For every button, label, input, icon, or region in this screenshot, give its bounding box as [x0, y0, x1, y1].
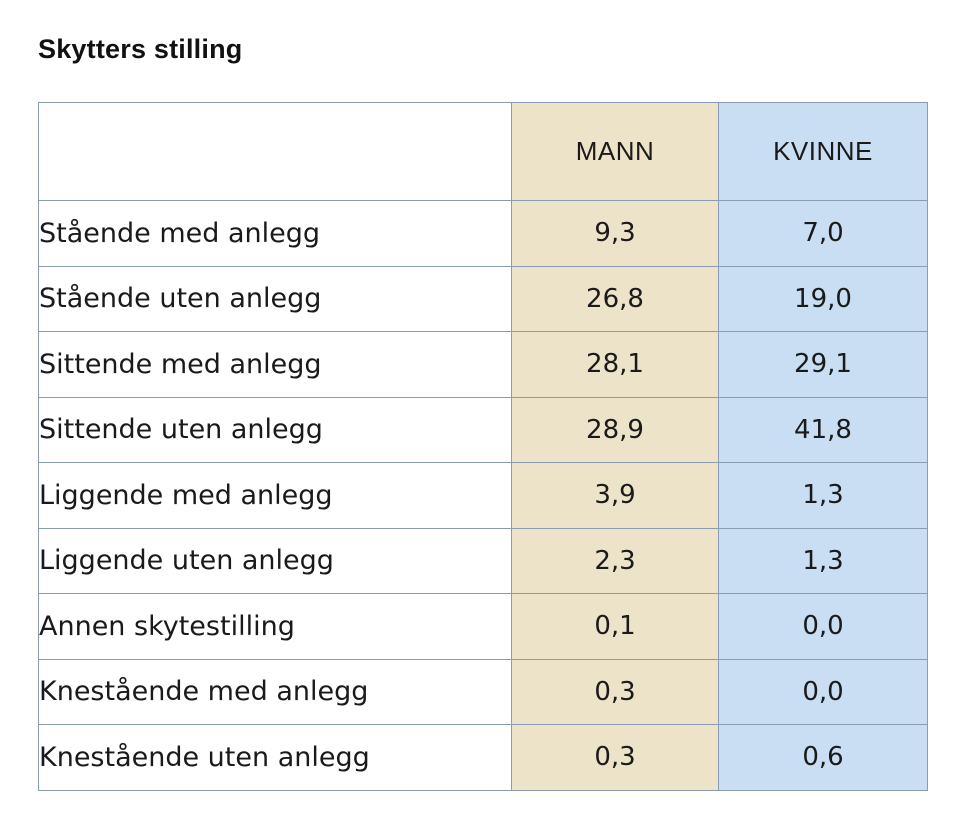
- value-mann: 9,3: [511, 200, 719, 267]
- table-row: Sittende med anlegg 28,1 29,1: [38, 331, 928, 398]
- table-header-row: MANN KVINNE: [38, 102, 928, 201]
- row-label: Sittende uten anlegg: [38, 396, 512, 463]
- value-mann: 28,1: [511, 331, 719, 398]
- table-row: Knestående uten anlegg 0,3 0,6: [38, 724, 928, 791]
- value-mann: 28,9: [511, 396, 719, 463]
- table-row: Stående uten anlegg 26,8 19,0: [38, 265, 928, 332]
- row-label: Sittende med anlegg: [38, 331, 512, 398]
- value-kvinne: 19,0: [718, 265, 928, 332]
- row-label: Stående uten anlegg: [38, 265, 512, 332]
- chart-title: Skytters stilling: [38, 34, 243, 64]
- value-kvinne: 0,0: [718, 593, 928, 660]
- row-label: Knestående med anlegg: [38, 658, 512, 725]
- row-label: Liggende uten anlegg: [38, 527, 512, 594]
- value-kvinne: 7,0: [718, 200, 928, 267]
- row-label: Annen skytestilling: [38, 593, 512, 660]
- header-empty-cell: [38, 102, 512, 201]
- row-label: Stående med anlegg: [38, 200, 512, 267]
- table-body: Stående med anlegg 9,3 7,0 Stående uten anl…: [38, 200, 928, 791]
- value-kvinne: 0,0: [718, 658, 928, 725]
- table-row: Sittende uten anlegg 28,9 41,8: [38, 396, 928, 463]
- row-label: Liggende med anlegg: [38, 462, 512, 529]
- value-mann: 2,3: [511, 527, 719, 594]
- header-mann: MANN: [511, 102, 719, 201]
- row-label: Knestående uten anlegg: [38, 724, 512, 791]
- value-kvinne: 29,1: [718, 331, 928, 398]
- header-kvinne: KVINNE: [718, 102, 928, 201]
- value-kvinne: 41,8: [718, 396, 928, 463]
- table-row: Annen skytestilling 0,1 0,0: [38, 593, 928, 660]
- table-row: Stående med anlegg 9,3 7,0: [38, 200, 928, 267]
- value-mann: 0,3: [511, 724, 719, 791]
- value-kvinne: 1,3: [718, 527, 928, 594]
- table-row: Liggende med anlegg 3,9 1,3: [38, 462, 928, 529]
- value-kvinne: 0,6: [718, 724, 928, 791]
- value-kvinne: 1,3: [718, 462, 928, 529]
- table-row: Knestående med anlegg 0,3 0,0: [38, 658, 928, 725]
- value-mann: 3,9: [511, 462, 719, 529]
- value-mann: 26,8: [511, 265, 719, 332]
- data-table: MANN KVINNE Stående med anlegg 9,3 7,0 Ståe…: [38, 102, 928, 791]
- value-mann: 0,3: [511, 658, 719, 725]
- table-row: Liggende uten anlegg 2,3 1,3: [38, 527, 928, 594]
- value-mann: 0,1: [511, 593, 719, 660]
